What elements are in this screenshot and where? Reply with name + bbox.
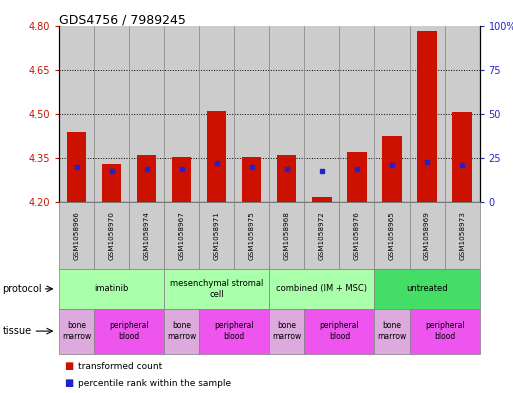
Bar — [312, 196, 331, 202]
Bar — [409, 26, 445, 202]
Text: peripheral
blood: peripheral blood — [109, 321, 149, 341]
Text: bone
marrow: bone marrow — [272, 321, 302, 341]
Text: protocol: protocol — [3, 284, 42, 294]
Text: GSM1058972: GSM1058972 — [319, 211, 325, 260]
Text: mesenchymal stromal
cell: mesenchymal stromal cell — [170, 279, 264, 299]
Text: peripheral
blood: peripheral blood — [214, 321, 254, 341]
Text: bone
marrow: bone marrow — [167, 321, 196, 341]
Bar — [207, 111, 226, 202]
Bar — [137, 155, 156, 202]
Bar — [374, 26, 409, 202]
Bar — [277, 155, 297, 202]
Bar — [94, 26, 129, 202]
Text: GSM1058975: GSM1058975 — [249, 211, 255, 260]
Text: GSM1058973: GSM1058973 — [459, 211, 465, 260]
Bar — [234, 26, 269, 202]
Text: GSM1058966: GSM1058966 — [73, 211, 80, 260]
Text: peripheral
blood: peripheral blood — [425, 321, 464, 341]
Text: untreated: untreated — [406, 285, 448, 293]
Bar — [382, 136, 402, 202]
Bar — [67, 132, 86, 202]
Bar — [347, 152, 367, 202]
Bar — [164, 26, 199, 202]
Text: ■: ■ — [64, 361, 73, 371]
Bar — [172, 157, 191, 202]
Bar — [129, 26, 164, 202]
Text: tissue: tissue — [3, 326, 32, 336]
Text: GSM1058967: GSM1058967 — [179, 211, 185, 260]
Bar — [304, 26, 340, 202]
Text: imatinib: imatinib — [94, 285, 129, 293]
Text: ■: ■ — [64, 378, 73, 388]
Text: bone
marrow: bone marrow — [378, 321, 407, 341]
Bar — [418, 31, 437, 202]
Text: peripheral
blood: peripheral blood — [320, 321, 359, 341]
Bar — [452, 112, 472, 202]
Text: GSM1058976: GSM1058976 — [354, 211, 360, 260]
Text: GSM1058969: GSM1058969 — [424, 211, 430, 260]
Text: GSM1058974: GSM1058974 — [144, 211, 150, 260]
Bar — [199, 26, 234, 202]
Bar — [242, 157, 262, 202]
Text: GSM1058968: GSM1058968 — [284, 211, 290, 260]
Text: GSM1058965: GSM1058965 — [389, 211, 395, 260]
Bar — [102, 164, 121, 202]
Bar — [340, 26, 374, 202]
Text: transformed count: transformed count — [78, 362, 163, 371]
Text: combined (IM + MSC): combined (IM + MSC) — [277, 285, 367, 293]
Text: GSM1058970: GSM1058970 — [109, 211, 114, 260]
Bar — [445, 26, 480, 202]
Text: GSM1058971: GSM1058971 — [214, 211, 220, 260]
Text: percentile rank within the sample: percentile rank within the sample — [78, 379, 231, 387]
Text: GDS4756 / 7989245: GDS4756 / 7989245 — [59, 14, 186, 27]
Text: bone
marrow: bone marrow — [62, 321, 91, 341]
Bar — [269, 26, 304, 202]
Bar — [59, 26, 94, 202]
